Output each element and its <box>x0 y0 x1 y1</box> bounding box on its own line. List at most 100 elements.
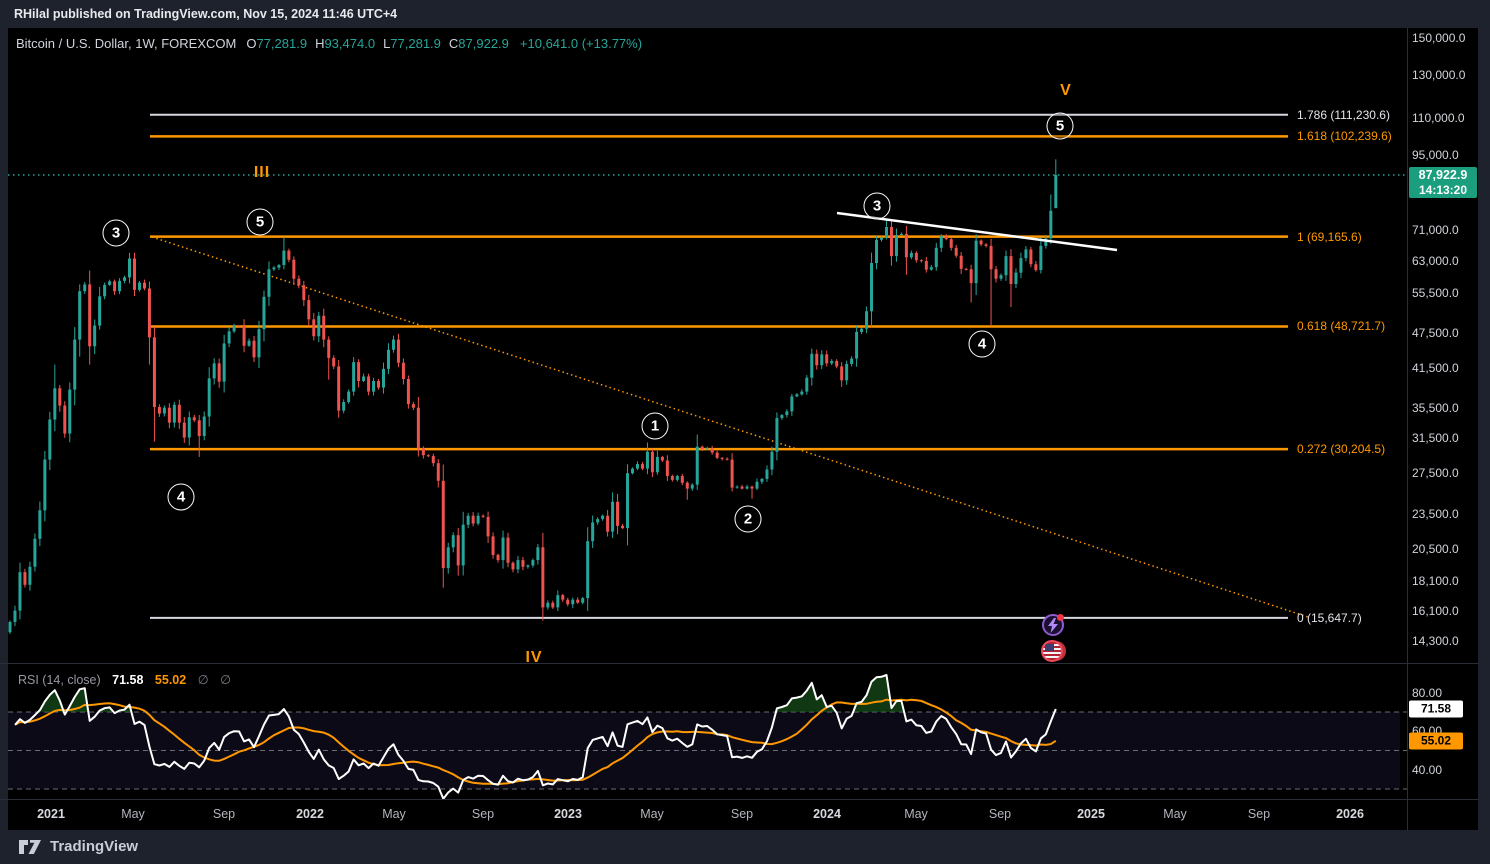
candle-body <box>561 595 565 600</box>
candle-body <box>282 250 286 266</box>
candle-body <box>735 486 739 488</box>
candle-body <box>307 300 311 320</box>
candle-body <box>810 353 814 378</box>
candle-body <box>601 515 605 520</box>
flash-event-icon[interactable] <box>1042 614 1064 636</box>
candle-body <box>825 354 829 364</box>
candle-body <box>894 234 898 257</box>
symbol-header[interactable]: Bitcoin / U.S. Dollar, 1W, FOREXCOM O 77,2… <box>16 36 645 52</box>
candle-body <box>616 501 620 526</box>
candle-body <box>491 536 495 555</box>
rsi-hidden-value-icon: ∅ <box>220 673 231 687</box>
candle-body <box>461 524 465 566</box>
candle-body <box>845 363 849 381</box>
ohlc-key: L <box>383 36 391 51</box>
candle-body <box>451 535 455 548</box>
change-value: +10,641.0 (+13.77%) <box>519 36 643 51</box>
candle-body <box>531 560 535 566</box>
candle-body <box>187 417 191 438</box>
candle-body <box>556 595 560 608</box>
candle-body <box>1039 245 1043 271</box>
candle-body <box>302 285 306 301</box>
rsi-label[interactable]: RSI (14, close) <box>18 673 101 687</box>
candle-body <box>357 362 361 381</box>
candle-body <box>496 554 500 561</box>
candle-body <box>984 244 988 246</box>
bar-countdown: 14:13:20 <box>1418 183 1468 197</box>
candle-body <box>73 339 77 390</box>
symbol-title[interactable]: Bitcoin / U.S. Dollar, 1W, FOREXCOM <box>16 36 237 51</box>
candle-body <box>382 368 385 388</box>
candle-body <box>999 275 1003 279</box>
candle-body <box>974 240 978 284</box>
candle-body <box>192 417 196 421</box>
candle-body <box>889 227 893 257</box>
candle-body <box>68 389 72 434</box>
candle-body <box>576 599 580 603</box>
candle-body <box>725 458 729 460</box>
candle-body <box>705 448 709 450</box>
candle-body <box>456 535 460 566</box>
candle-body <box>1049 210 1053 239</box>
candle-body <box>805 377 809 392</box>
candle-body <box>640 464 644 469</box>
candle-body <box>665 460 669 477</box>
candle-body <box>88 284 92 347</box>
candle-body <box>755 481 759 489</box>
right-margin-strip <box>1478 28 1490 830</box>
candle-body <box>391 339 395 350</box>
candle-body <box>536 547 540 561</box>
candle-body <box>875 239 879 264</box>
candle-body <box>795 394 799 397</box>
candle-body <box>367 376 371 392</box>
candle-body <box>401 362 405 380</box>
candle-body <box>870 263 874 312</box>
candle-body <box>780 415 784 419</box>
tradingview-brand[interactable]: TradingView <box>18 836 138 856</box>
candle-body <box>631 468 634 474</box>
ohlc-value: 77,281.9 <box>390 36 441 51</box>
candle-body <box>611 501 615 532</box>
candle-body <box>406 379 410 405</box>
candle-body <box>257 329 261 358</box>
chart-background[interactable] <box>8 28 1478 830</box>
candle-body <box>840 366 844 381</box>
rsi-indicator-header[interactable]: RSI (14, close) 71.58 55.02 ∅ ∅ <box>18 672 231 687</box>
candle-body <box>715 452 719 458</box>
candle-body <box>18 572 22 611</box>
ohlc-key: H <box>315 36 325 51</box>
candle-body <box>865 311 869 329</box>
candle-body <box>123 277 127 281</box>
candle-body <box>730 459 734 488</box>
candle-body <box>222 343 226 382</box>
candle-body <box>954 247 958 256</box>
candle-body <box>167 407 171 423</box>
last-price-value: 87,922.9 <box>1418 168 1468 182</box>
candle-body <box>83 284 87 292</box>
candle-body <box>342 401 346 411</box>
candle-body <box>904 233 908 258</box>
tradingview-logo-icon <box>19 840 41 854</box>
candle-body <box>934 247 938 268</box>
rsi-value-badge: 71.58 <box>1409 700 1463 718</box>
candle-body <box>516 560 520 570</box>
candle-body <box>8 621 12 633</box>
us-economic-event-icon[interactable] <box>1041 640 1063 662</box>
ohlc-value: 87,922.9 <box>458 36 509 51</box>
candle-body <box>959 255 963 269</box>
candle-body <box>695 446 699 485</box>
ohlc-key: O <box>246 36 257 51</box>
candle-body <box>396 339 400 363</box>
candle-body <box>740 486 744 489</box>
candle-body <box>147 288 151 338</box>
candle-body <box>78 291 82 340</box>
candle-body <box>511 562 515 570</box>
candle-body <box>591 522 595 542</box>
left-margin-strip <box>0 28 8 830</box>
fib-trend-dotted-line[interactable] <box>151 236 1309 618</box>
candles[interactable] <box>8 159 1058 634</box>
candle-body <box>680 476 684 483</box>
candle-body <box>969 269 973 284</box>
